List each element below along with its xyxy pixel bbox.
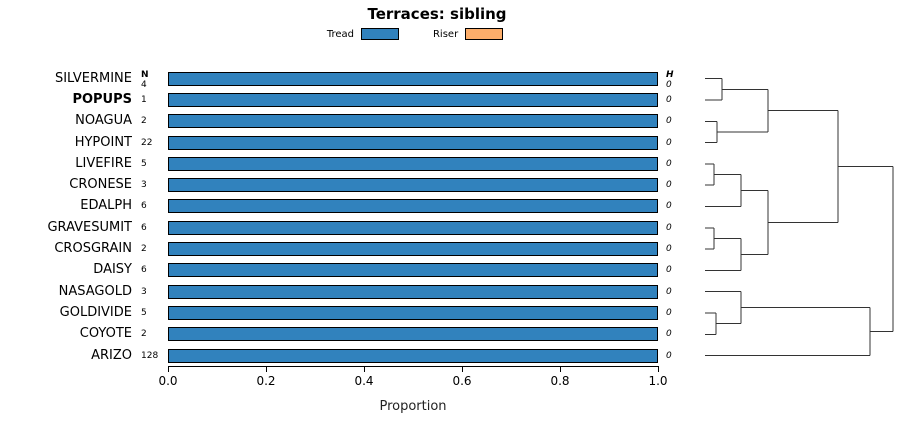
- h-value: 0: [666, 286, 672, 297]
- legend: Tread Riser: [0, 28, 830, 40]
- h-value: 0: [666, 222, 672, 233]
- n-value: 6: [141, 222, 147, 233]
- tread-bar: [168, 71, 658, 86]
- row-label: EDALPH: [80, 198, 132, 214]
- n-value: 128: [141, 350, 159, 361]
- n-value: 1: [141, 94, 147, 105]
- tread-bar: [168, 135, 658, 150]
- legend-item-tread: Tread: [327, 28, 399, 40]
- x-tick-mark: [462, 367, 463, 372]
- legend-item-riser: Riser: [432, 28, 504, 40]
- x-tick-mark: [560, 367, 561, 372]
- tread-bar: [168, 348, 658, 363]
- x-tick-mark: [266, 367, 267, 372]
- row-label: GRAVESUMIT: [47, 219, 132, 235]
- h-value: 0: [666, 94, 672, 105]
- n-value: 3: [141, 180, 147, 191]
- tread-bar: [168, 263, 658, 278]
- chart-title: Terraces: sibling: [367, 5, 507, 23]
- row-label: CRONESE: [69, 177, 132, 193]
- row-label: GOLDIVIDE: [59, 304, 132, 320]
- x-tick-label: 0.6: [452, 374, 472, 388]
- legend-label-tread: Tread: [326, 28, 354, 40]
- h-value: 0: [666, 137, 672, 148]
- x-tick-label: 0.4: [354, 374, 374, 388]
- h-value: 0: [666, 307, 672, 318]
- row-label: ARIZO: [91, 347, 132, 363]
- n-value: 2: [141, 244, 147, 255]
- x-tick-mark: [658, 367, 659, 372]
- legend-swatch-tread: [360, 28, 399, 40]
- x-tick-label: 0.8: [550, 374, 570, 388]
- h-column-header: H: [666, 69, 674, 80]
- x-axis-line: [168, 366, 659, 367]
- row-label: LIVEFIRE: [75, 155, 132, 171]
- h-value: 0: [666, 244, 672, 255]
- n-value: 22: [141, 137, 153, 148]
- h-value: 0: [666, 201, 672, 212]
- tread-bar: [168, 220, 658, 235]
- tread-bar: [168, 199, 658, 214]
- row-label: SILVERMINE: [54, 70, 132, 86]
- n-value: 5: [141, 307, 147, 318]
- tread-bar: [168, 114, 658, 129]
- n-value: 5: [141, 158, 147, 169]
- x-tick-label: 0.0: [158, 374, 178, 388]
- x-tick-mark: [168, 367, 169, 372]
- row-label: NOAGUA: [75, 113, 132, 129]
- row-label: DAISY: [93, 262, 132, 278]
- tread-bar: [168, 156, 658, 171]
- legend-label-riser: Riser: [432, 28, 459, 40]
- h-value: 0: [666, 329, 672, 340]
- tread-bar: [168, 178, 658, 193]
- x-tick-mark: [364, 367, 365, 372]
- tread-bar: [168, 284, 658, 299]
- h-value: 0: [666, 180, 672, 191]
- n-value: 4: [141, 79, 147, 90]
- n-value: 6: [141, 201, 147, 212]
- tread-bar: [168, 327, 658, 342]
- tread-bar: [168, 242, 658, 257]
- h-value: 0: [666, 350, 672, 361]
- row-label: NASAGOLD: [58, 283, 132, 299]
- h-value: 0: [666, 116, 672, 127]
- h-value: 0: [666, 79, 672, 90]
- n-column-header: N: [141, 69, 149, 80]
- n-value: 2: [141, 329, 147, 340]
- n-value: 3: [141, 286, 147, 297]
- h-value: 0: [666, 265, 672, 276]
- n-value: 6: [141, 265, 147, 276]
- legend-swatch-riser: [465, 28, 504, 40]
- row-label: COYOTE: [79, 326, 132, 342]
- row-label: POPUPS: [72, 91, 132, 107]
- tread-bar: [168, 305, 658, 320]
- h-value: 0: [666, 158, 672, 169]
- x-tick-label: 1.0: [648, 374, 668, 388]
- row-label: CROSGRAIN: [54, 241, 132, 257]
- x-axis-label: Proportion: [379, 399, 447, 414]
- x-tick-label: 0.2: [256, 374, 276, 388]
- tread-bar: [168, 92, 658, 107]
- row-label: HYPOINT: [74, 134, 132, 150]
- n-value: 2: [141, 116, 147, 127]
